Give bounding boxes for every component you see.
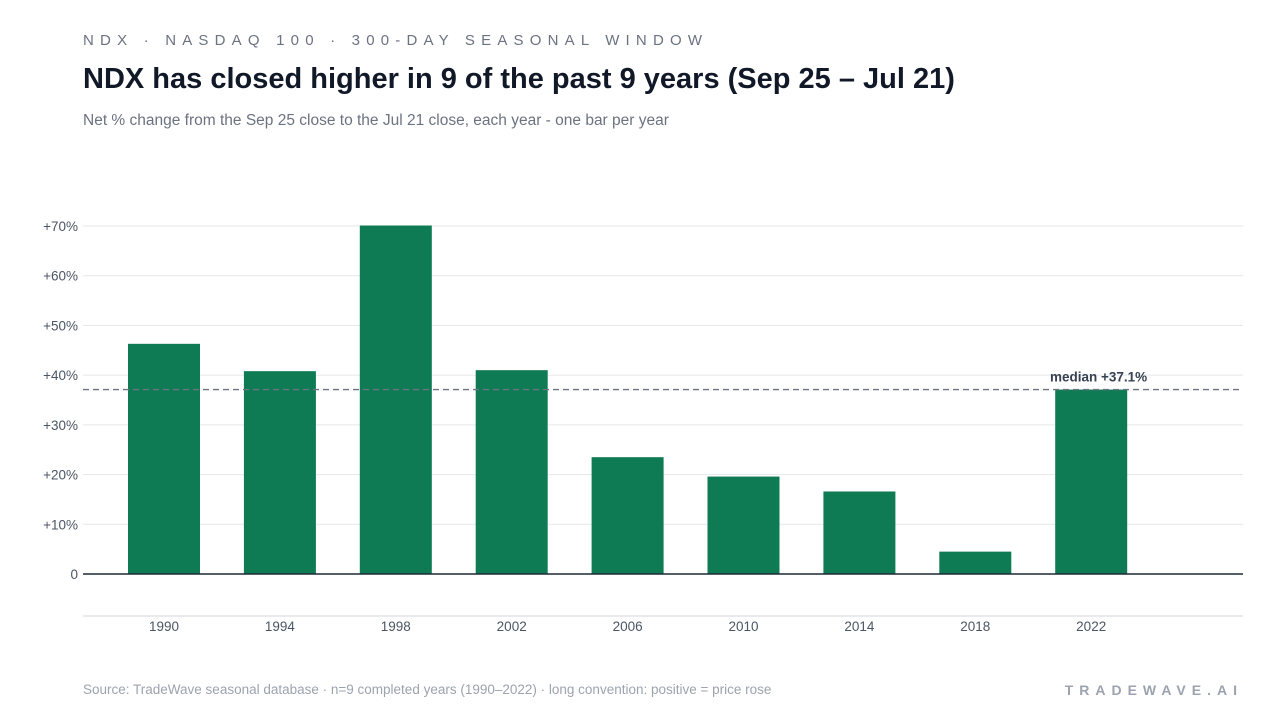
bar bbox=[1055, 389, 1128, 574]
bar bbox=[475, 370, 548, 574]
x-tick-label: 1998 bbox=[381, 619, 411, 634]
bar bbox=[823, 491, 896, 574]
x-tick-label: 2014 bbox=[844, 619, 875, 634]
y-tick-label: +50% bbox=[43, 318, 78, 333]
bar bbox=[939, 551, 1012, 574]
x-tick-label: 1994 bbox=[265, 619, 296, 634]
bar bbox=[128, 343, 200, 574]
y-tick-label: +70% bbox=[43, 219, 78, 234]
bar bbox=[359, 225, 432, 574]
x-tick-label: 2010 bbox=[728, 619, 758, 634]
bar bbox=[243, 371, 316, 574]
y-tick-label: 0 bbox=[70, 567, 78, 582]
y-tick-label: +20% bbox=[43, 468, 78, 483]
bar bbox=[707, 476, 780, 574]
y-tick-label: +10% bbox=[43, 517, 78, 532]
median-label: median +37.1% bbox=[1050, 370, 1147, 385]
chart-title: NDX has closed higher in 9 of the past 9… bbox=[83, 63, 955, 95]
y-tick-label: +30% bbox=[43, 418, 78, 433]
source-note: Source: TradeWave seasonal database · n=… bbox=[83, 682, 772, 697]
chart-subtitle: Net % change from the Sep 25 close to th… bbox=[83, 112, 669, 129]
bar bbox=[591, 457, 664, 574]
y-tick-label: +60% bbox=[43, 269, 78, 284]
x-tick-label: 1990 bbox=[149, 619, 179, 634]
x-tick-label: 2018 bbox=[960, 619, 990, 634]
brand-logo-text: TRADEWAVE.AI bbox=[1064, 682, 1243, 698]
y-tick-label: +40% bbox=[43, 368, 78, 383]
x-tick-label: 2022 bbox=[1076, 619, 1106, 634]
x-tick-label: 2002 bbox=[497, 619, 527, 634]
x-tick-label: 2006 bbox=[613, 619, 643, 634]
chart-kicker: NDX · NASDAQ 100 · 300-DAY SEASONAL WIND… bbox=[83, 32, 709, 49]
